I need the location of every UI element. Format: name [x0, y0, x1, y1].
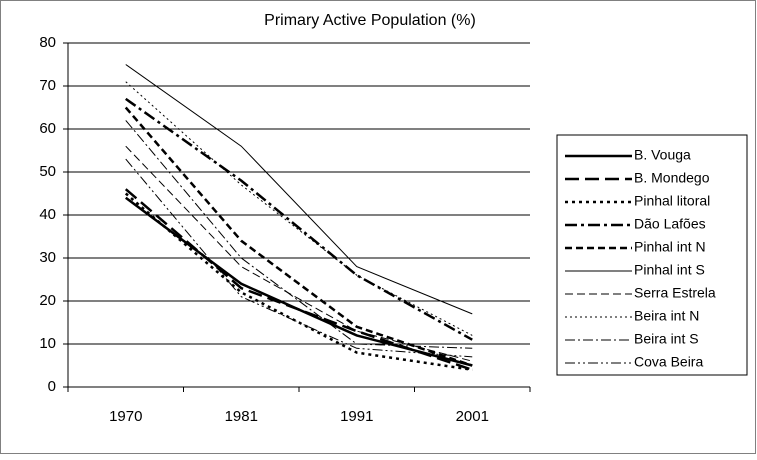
- series-line: [124, 192, 473, 372]
- x-tick-label: 1991: [340, 408, 373, 425]
- x-tick-label: 1981: [225, 408, 258, 425]
- y-tick-label: 50: [39, 163, 56, 180]
- series-line: [125, 145, 473, 362]
- legend-label: Pinhal int N: [634, 239, 706, 255]
- y-tick-label: 0: [48, 378, 56, 395]
- legend-label: Beira int S: [634, 331, 699, 347]
- legend-label: B. Mondego: [634, 170, 710, 186]
- chart-title: Primary Active Population (%): [264, 12, 476, 29]
- series-line: [125, 97, 473, 341]
- legend-label: Pinhal litoral: [634, 193, 710, 209]
- legend-label: Dão Lafões: [634, 216, 706, 232]
- x-tick-label: 1970: [109, 408, 142, 425]
- y-tick-label: 30: [39, 249, 56, 266]
- series-line: [125, 158, 473, 358]
- legend-box: [556, 134, 748, 376]
- legend-label: Serra Estrela: [634, 285, 716, 301]
- x-tick-label: 2001: [456, 408, 489, 425]
- legend-label: Pinhal int S: [634, 262, 705, 278]
- series-line: [125, 81, 473, 336]
- y-tick-label: 60: [39, 120, 56, 137]
- legend-label: Cova Beira: [634, 354, 703, 370]
- y-tick-label: 10: [39, 335, 56, 352]
- y-tick-label: 40: [39, 206, 56, 223]
- series-line: [124, 188, 473, 371]
- series-line: [125, 64, 473, 315]
- y-tick-label: 70: [39, 77, 56, 94]
- series-line: [125, 120, 473, 349]
- legend-label: B. Vouga: [634, 147, 691, 163]
- legend-label: Beira int N: [634, 308, 699, 324]
- y-tick-label: 80: [39, 34, 56, 51]
- y-tick-label: 20: [39, 292, 56, 309]
- series-line: [124, 106, 473, 367]
